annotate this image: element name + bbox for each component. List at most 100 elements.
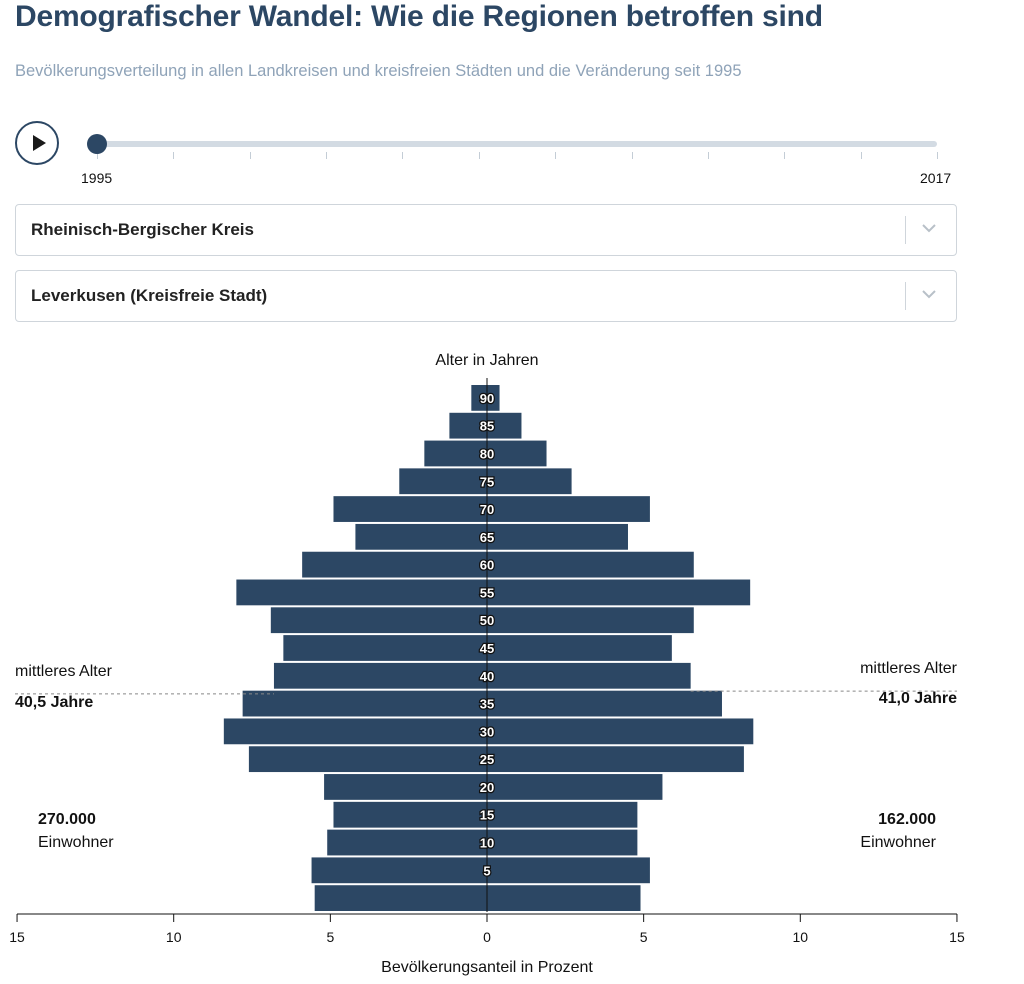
bar-right-age-55 [487,579,751,606]
dropdown-separator [905,216,906,244]
slider-tick [784,152,786,159]
bar-right-age-60 [487,551,694,578]
bar-right-age-80 [487,440,547,467]
bar-left-age-25 [248,746,487,773]
age-label: 45 [480,641,494,656]
median-age-right-label: mittleres Alter [860,660,958,677]
x-tick-label: 15 [9,929,25,945]
population-left-unit: Einwohner [38,834,114,851]
slider-tick [478,152,480,159]
x-axis-title: Bevölkerungsanteil in Prozent [381,959,593,976]
bar-left-age-0 [314,885,487,911]
bar-left-age-30 [223,718,487,745]
bar-right-age-85 [487,412,522,439]
age-label: 85 [480,419,494,434]
bar-left-age-80 [424,440,487,467]
bar-right-age-35 [487,690,722,717]
bar-left-age-15 [333,801,487,828]
chevron-down-icon [922,290,936,299]
x-tick-label: 5 [326,929,334,945]
year-start-label: 1995 [81,170,113,186]
population-right-unit: Einwohner [860,834,936,851]
age-label: 10 [480,836,494,851]
bar-left-age-20 [324,774,487,800]
bar-right-age-45 [487,635,672,661]
bar-left-age-70 [333,496,487,522]
bar-left-age-5 [311,857,487,884]
region-left-value: Rheinisch-Bergischer Kreis [31,220,254,239]
region-right-select[interactable]: Leverkusen (Kreisfreie Stadt) [15,270,957,322]
bar-left-age-60 [302,551,487,578]
slider-tick [97,152,98,159]
slider-tick [173,152,175,159]
bar-left-age-55 [236,579,487,606]
age-label: 55 [480,585,494,600]
x-tick-label: 15 [949,929,965,945]
bar-left-age-10 [327,829,487,856]
median-age-left-label: mittleres Alter [15,663,113,680]
bar-right-age-10 [487,829,638,856]
bar-right-age-15 [487,801,638,828]
bar-right-age-65 [487,523,628,550]
slider-tick [707,152,709,159]
play-button[interactable] [15,121,59,165]
bar-left-age-85 [449,412,487,439]
slider-tick [249,152,251,159]
page-subtitle: Bevölkerungsverteilung in allen Landkrei… [15,62,742,80]
bar-right-age-5 [487,857,650,884]
age-label: 90 [480,391,494,406]
bar-right-age-90 [487,385,500,411]
slider-tick [937,152,938,159]
bar-right-age-40 [487,662,691,689]
region-left-select[interactable]: Rheinisch-Bergischer Kreis [15,204,957,256]
age-label: 60 [480,558,494,573]
age-label: 80 [480,446,494,461]
bar-left-age-75 [399,468,487,495]
age-label: 40 [480,669,494,684]
x-tick-label: 10 [166,929,182,945]
bar-left-age-45 [283,635,487,661]
population-right-value: 162.000 [878,811,936,828]
x-tick-label: 0 [483,929,491,945]
bar-right-age-50 [487,607,694,634]
play-icon [33,135,46,151]
bar-right-age-25 [487,746,744,773]
age-label: 50 [480,613,494,628]
slider-tick [326,152,328,159]
age-label: 65 [480,530,494,545]
age-label: 30 [480,724,494,739]
age-label: 70 [480,502,494,517]
median-age-left-value: 40,5 Jahre [15,694,93,711]
chevron-down-icon [922,224,936,233]
bar-right-age-30 [487,718,754,745]
bar-left-age-40 [273,662,487,689]
bar-right-age-70 [487,496,650,522]
y-axis-title: Alter in Jahren [435,352,538,369]
age-label: 5 [483,863,490,878]
x-tick-label: 5 [640,929,648,945]
year-slider-track[interactable] [97,141,937,147]
age-label: 15 [480,808,494,823]
age-label: 25 [480,752,494,767]
bar-right-age-0 [487,885,641,911]
bar-right-age-20 [487,774,663,800]
page-title: Demografischer Wandel: Wie die Regionen … [15,0,823,33]
age-label: 75 [480,474,494,489]
slider-tick [555,152,557,159]
x-tick-label: 10 [793,929,809,945]
bar-left-age-50 [270,607,487,634]
year-slider-ticks [97,152,938,160]
bar-left-age-35 [242,690,487,717]
year-slider-handle[interactable] [87,134,107,154]
population-pyramid-chart: Alter in Jahren 510152025303540455055606… [9,352,965,976]
dropdown-separator [905,282,906,310]
age-label: 35 [480,697,494,712]
region-right-value: Leverkusen (Kreisfreie Stadt) [31,286,268,305]
year-end-label: 2017 [920,170,952,186]
bar-left-age-65 [355,523,487,550]
population-left-value: 270.000 [38,811,96,828]
age-label: 20 [480,780,494,795]
slider-tick [631,152,633,159]
slider-tick [860,152,862,159]
median-age-right-value: 41,0 Jahre [879,690,957,707]
